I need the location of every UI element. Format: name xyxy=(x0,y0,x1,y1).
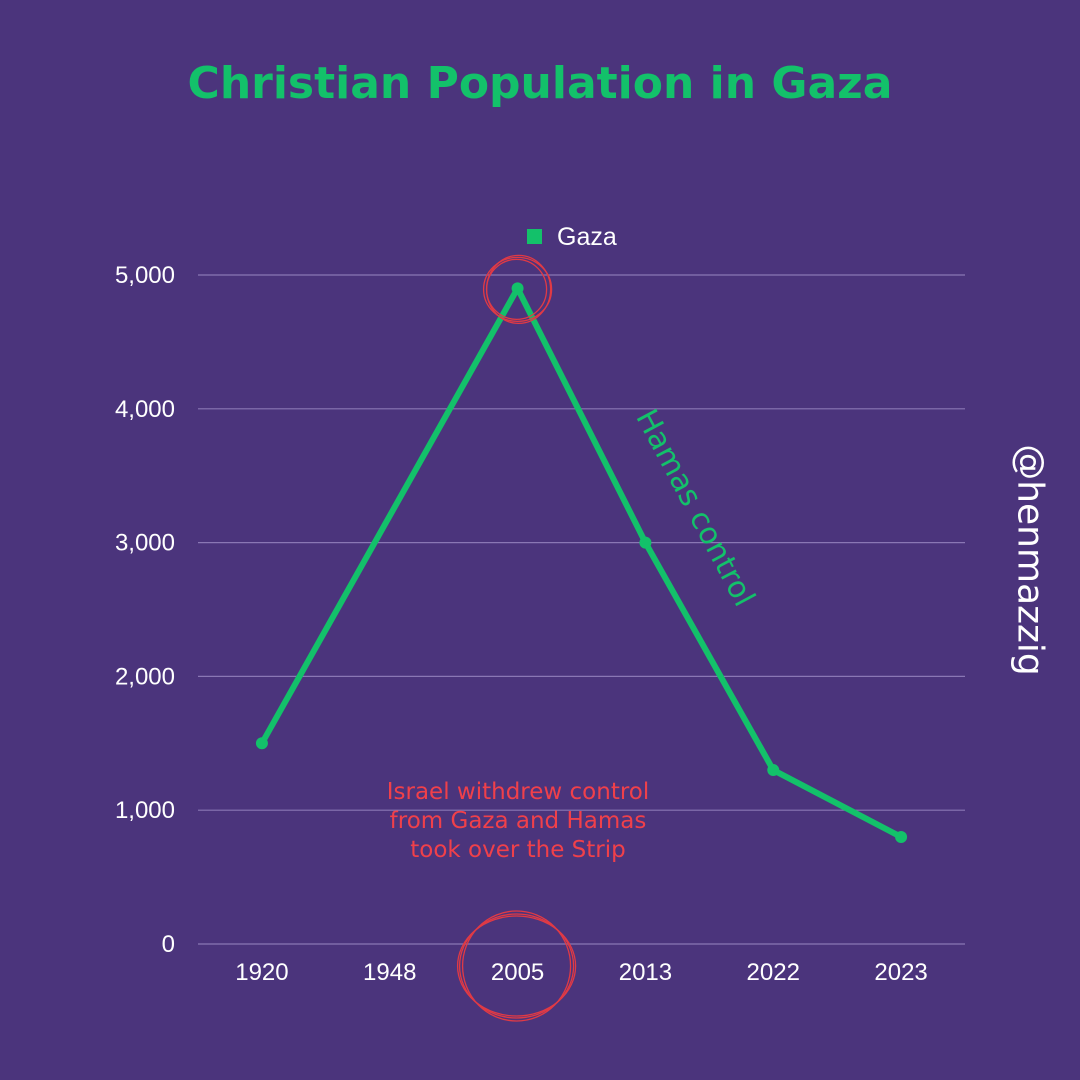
highlight-circle xyxy=(458,913,575,1019)
note-line: took over the Strip xyxy=(410,837,626,863)
y-tick-label: 1,000 xyxy=(115,797,175,824)
x-tick-label: 1948 xyxy=(363,959,416,986)
data-point xyxy=(895,830,908,843)
data-point xyxy=(639,536,652,549)
chart-title: Christian Population in Gaza xyxy=(187,58,893,109)
y-tick-label: 4,000 xyxy=(115,396,175,423)
x-tick-label: 2022 xyxy=(747,959,800,986)
x-tick-label: 2013 xyxy=(619,959,672,986)
y-tick-label: 0 xyxy=(162,931,175,958)
highlight-circle xyxy=(485,258,548,321)
author-handle: @henmazzig xyxy=(1009,444,1051,676)
series-line-gaza xyxy=(259,285,903,840)
data-point xyxy=(511,282,524,295)
legend-swatch xyxy=(527,229,542,244)
data-point xyxy=(767,764,780,777)
highlight-circle xyxy=(456,915,577,1017)
withdrawal-note: Israel withdrew control from Gaza and Ha… xyxy=(348,778,688,865)
y-tick-label: 5,000 xyxy=(115,262,175,289)
x-tick-label: 2023 xyxy=(874,959,927,986)
data-point xyxy=(255,737,268,750)
highlight-circle xyxy=(482,256,553,323)
y-tick-label: 3,000 xyxy=(115,530,175,557)
note-line: from Gaza and Hamas xyxy=(389,808,647,834)
note-line: Israel withdrew control xyxy=(386,779,650,805)
x-tick-label: 2005 xyxy=(491,959,544,986)
y-tick-label: 2,000 xyxy=(115,663,175,690)
highlight-circle xyxy=(461,910,572,1022)
legend-label: Gaza xyxy=(557,223,617,251)
x-tick-label: 1920 xyxy=(235,959,288,986)
